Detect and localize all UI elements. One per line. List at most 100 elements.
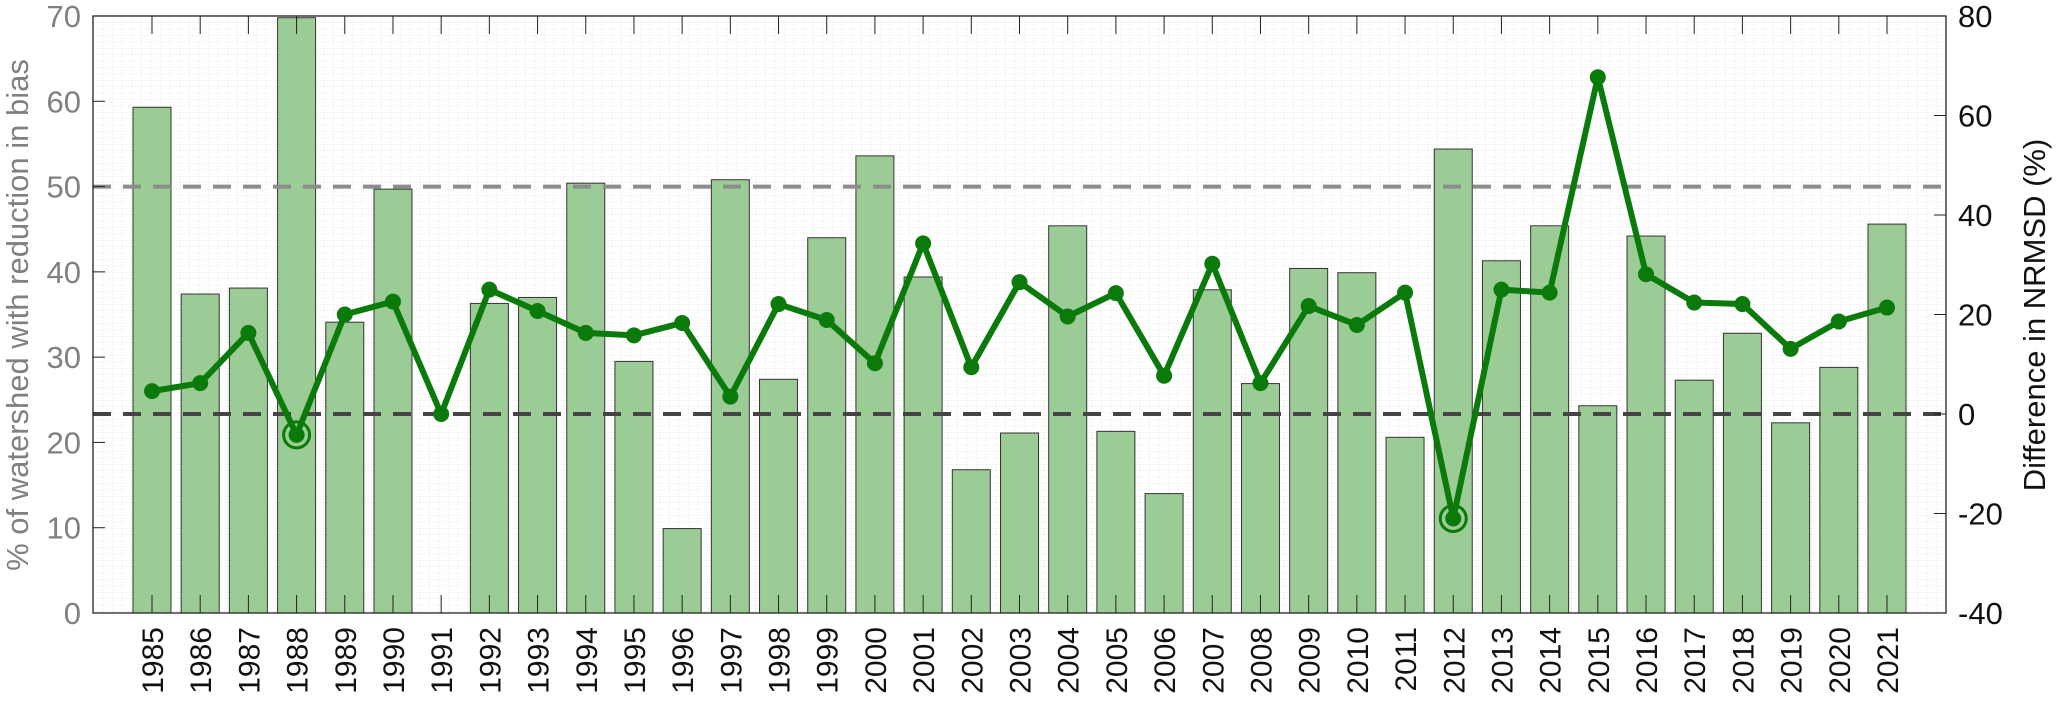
y-left-tick-label: 0 (64, 596, 81, 631)
nrmsd-point-2015 (1589, 69, 1606, 86)
x-tick-label-1986: 1986 (185, 627, 218, 694)
bar-2000 (855, 155, 895, 614)
nrmsd-point-2006 (1156, 367, 1173, 384)
bar-2021 (1867, 223, 1907, 614)
bar-1985 (132, 106, 172, 614)
bar-2015 (1578, 405, 1618, 614)
x-tick-label-2016: 2016 (1631, 627, 1664, 694)
nrmsd-point-1988 (288, 426, 305, 443)
nrmsd-point-2011 (1397, 284, 1414, 301)
x-tick-label-1996: 1996 (667, 627, 700, 694)
nrmsd-point-2009 (1300, 298, 1317, 315)
bar-2019 (1771, 422, 1811, 614)
bar-1995 (614, 360, 654, 614)
highlight-ring-2012 (1438, 503, 1468, 533)
y-right-tick-label: -20 (1958, 497, 2003, 532)
bar-2016 (1626, 235, 1666, 614)
y-left-tick-label: 40 (47, 255, 81, 290)
x-tick-label-1999: 1999 (812, 627, 845, 694)
nrmsd-point-2018 (1734, 296, 1751, 313)
bar-1986 (180, 293, 220, 614)
x-tick-label-2010: 2010 (1342, 627, 1375, 694)
nrmsd-point-1989 (336, 306, 353, 323)
y-right-tick-label: 0 (1958, 397, 1975, 432)
nrmsd-point-1998 (770, 296, 787, 313)
y-right-label: Difference in NRMSD (%) (2017, 139, 2052, 492)
x-tick-label-1985: 1985 (137, 627, 170, 694)
bar-2013 (1481, 260, 1521, 614)
x-tick-label-1994: 1994 (571, 627, 604, 694)
y-left-tick-label: 50 (47, 170, 81, 205)
nrmsd-point-1992 (481, 281, 498, 298)
bar-2012 (1433, 148, 1473, 614)
x-tick-label-2004: 2004 (1053, 627, 1086, 694)
x-tick-label-1989: 1989 (330, 627, 363, 694)
nrmsd-point-1985 (144, 383, 160, 400)
bar-2001 (903, 276, 943, 614)
nrmsd-point-1996 (674, 314, 691, 331)
bar-1988 (277, 17, 317, 614)
bar-2003 (1000, 432, 1039, 614)
y-right-tick-label: 40 (1958, 198, 1992, 233)
bar-1993 (518, 296, 558, 614)
y-right-tick-label: 80 (1958, 0, 1992, 34)
x-tick-label-2015: 2015 (1583, 627, 1616, 694)
y-left-label: % of watershed with reduction in bias (0, 59, 35, 571)
bar-1990 (373, 188, 413, 614)
bar-2020 (1819, 366, 1859, 614)
x-tick-label-1995: 1995 (619, 627, 652, 694)
bar-2007 (1192, 289, 1232, 614)
nrmsd-point-2000 (866, 355, 883, 372)
y-left-tick-label: 60 (47, 84, 81, 119)
x-tick-label-1993: 1993 (523, 627, 556, 694)
x-tick-label-2014: 2014 (1535, 627, 1568, 694)
bar-2004 (1048, 225, 1088, 614)
x-tick-label-2008: 2008 (1245, 627, 1278, 694)
x-tick-label-2002: 2002 (956, 627, 989, 694)
nrmsd-point-2008 (1252, 375, 1269, 392)
x-tick-label-2009: 2009 (1294, 627, 1327, 694)
nrmsd-point-2003 (1011, 274, 1028, 291)
x-tick-label-1991: 1991 (426, 627, 459, 694)
bar-2009 (1289, 267, 1329, 614)
x-tick-label-1997: 1997 (715, 627, 748, 694)
x-tick-label-2006: 2006 (1149, 627, 1182, 694)
x-tick-label-2018: 2018 (1727, 627, 1760, 694)
highlight-ring-1988 (282, 420, 312, 450)
nrmsd-point-2001 (915, 235, 932, 252)
x-tick-label-2012: 2012 (1438, 627, 1471, 694)
bar-1989 (325, 321, 365, 614)
x-tick-label-2021: 2021 (1872, 627, 1905, 694)
x-tick-label-2013: 2013 (1486, 627, 1519, 694)
nrmsd-point-2020 (1830, 313, 1847, 330)
x-tick-label-2001: 2001 (908, 627, 941, 694)
nrmsd-point-2002 (963, 359, 980, 376)
nrmsd-point-2012 (1445, 510, 1462, 527)
nrmsd-point-2007 (1204, 255, 1221, 272)
x-tick-label-2003: 2003 (1005, 627, 1038, 694)
bar-1994 (566, 182, 606, 614)
nrmsd-point-1990 (384, 293, 401, 310)
x-tick-label-2011: 2011 (1390, 627, 1423, 692)
x-tick-label-2019: 2019 (1776, 627, 1809, 694)
bar-2011 (1385, 436, 1425, 614)
nrmsd-point-1987 (240, 324, 257, 341)
x-tick-label-1992: 1992 (474, 627, 507, 694)
y-left-tick-label: 30 (47, 340, 81, 375)
bar-1992 (469, 302, 509, 614)
nrmsd-point-2017 (1686, 294, 1703, 311)
nrmsd-point-1997 (722, 388, 739, 405)
y-right-tick-label: 60 (1958, 99, 1992, 134)
x-tick-label-2017: 2017 (1679, 627, 1712, 694)
x-tick-label-2005: 2005 (1101, 627, 1134, 694)
bar-2005 (1096, 430, 1136, 614)
x-tick-label-1988: 1988 (282, 627, 315, 694)
bar-2018 (1722, 332, 1762, 614)
bar-2008 (1240, 383, 1280, 614)
nrmsd-point-2004 (1059, 308, 1076, 325)
x-tick-label-1990: 1990 (378, 627, 411, 694)
bar-2002 (951, 469, 991, 614)
nrmsd-point-2019 (1782, 340, 1799, 357)
nrmsd-point-1993 (529, 303, 546, 320)
